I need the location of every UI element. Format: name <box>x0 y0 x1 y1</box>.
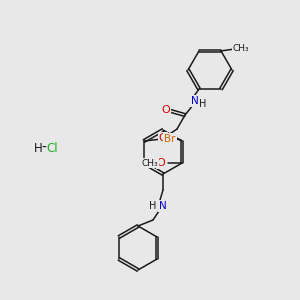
Text: -: - <box>42 141 46 155</box>
Text: O: O <box>159 133 167 143</box>
Text: O: O <box>159 133 167 143</box>
Text: O: O <box>157 158 165 168</box>
Text: H: H <box>149 201 157 211</box>
Text: CH₃: CH₃ <box>233 44 249 53</box>
Text: N: N <box>191 96 199 106</box>
Text: Cl: Cl <box>46 142 58 154</box>
Text: Br: Br <box>164 134 176 144</box>
Text: O: O <box>162 105 170 115</box>
Text: N: N <box>159 201 167 211</box>
Text: CH₃: CH₃ <box>142 158 158 167</box>
Text: H: H <box>34 142 42 154</box>
Text: H: H <box>199 99 207 109</box>
